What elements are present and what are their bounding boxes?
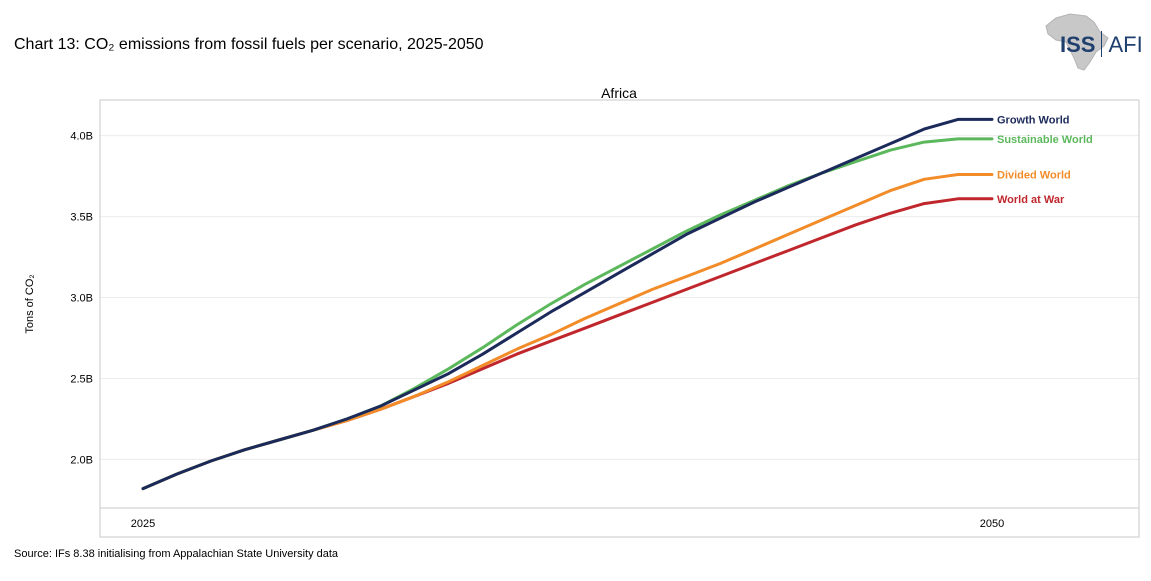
y-tick-label: 2.0B [70, 454, 93, 466]
chart-title: Chart 13: CO₂ emissions from fossil fuel… [14, 36, 484, 53]
series-line-world-at-war [141, 197, 994, 491]
grid-layer [100, 135, 1139, 460]
series-labels: Growth World Sustainable World Divided Wor… [997, 114, 1093, 205]
plot-frame [99, 99, 1140, 538]
series-label-sustainable-world: Sustainable World [997, 134, 1093, 146]
y-tick-label: 3.5B [70, 212, 93, 224]
x-tick-labels: 2025 2050 [131, 518, 1004, 530]
logo-iss-text: ISS [1060, 32, 1096, 57]
y-tick-label: 3.0B [70, 293, 93, 305]
series-line-sustainable-world [141, 137, 994, 491]
series-label-world-at-war: World at War [997, 194, 1065, 206]
y-tick-label: 4.0B [70, 131, 93, 143]
series-label-divided-world: Divided World [997, 169, 1071, 181]
x-tick-label: 2050 [980, 518, 1004, 530]
line-chart: Africa Tons of CO₂ 2.0B2.5B3.0B3.5B4.0B … [24, 85, 1140, 538]
logo-afi-text: AFI [1108, 32, 1143, 57]
series-layer [141, 117, 994, 491]
x-tick-label: 2025 [131, 518, 155, 530]
y-tick-labels: 2.0B 2.5B 3.0B 3.5B 4.0B [70, 131, 93, 467]
y-tick-label: 2.5B [70, 373, 93, 385]
logo-text: ISS AFI [1060, 31, 1143, 58]
y-axis-label: Tons of CO₂ [24, 274, 36, 333]
series-label-growth-world: Growth World [997, 114, 1070, 126]
africa-map-icon [1045, 13, 1109, 71]
source-note: Source: IFs 8.38 initialising from Appal… [14, 548, 339, 560]
iss-afi-logo: ISS AFI [1038, 12, 1144, 72]
logo-divider [1101, 31, 1103, 57]
panel-title: Africa [601, 85, 637, 101]
series-line-growth-world [141, 117, 994, 491]
